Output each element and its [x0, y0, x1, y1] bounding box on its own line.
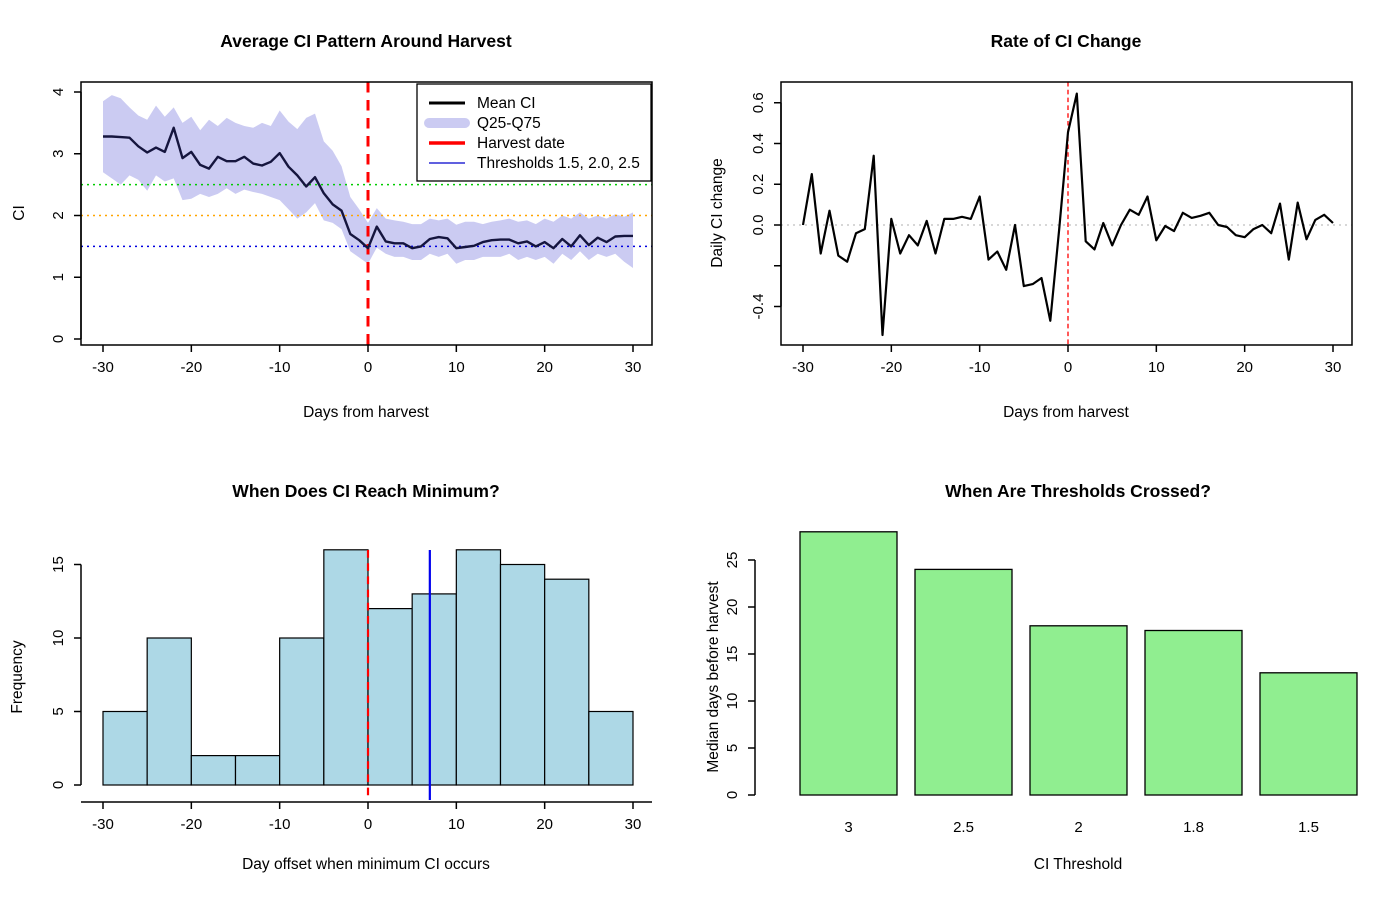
x-tick-label: 20: [1236, 359, 1253, 376]
histogram-bar: [411, 593, 457, 786]
y-tick-label: 5: [50, 707, 67, 715]
y-tick-label: 3: [50, 150, 67, 158]
histogram-bar: [146, 637, 192, 786]
legend: Mean CI Q25-Q75 Harvest date Thresholds 1.5…: [416, 83, 652, 182]
y-tick-label: 0: [724, 791, 741, 799]
y-axis-label: Median days before harvest: [705, 581, 722, 773]
x-tick-label: -10: [969, 359, 991, 376]
x-tick-label: 20: [536, 816, 553, 833]
y-axis-label: CI: [11, 205, 28, 221]
y-axis-label: Daily CI change: [709, 158, 726, 267]
x-tick-label: 10: [448, 359, 465, 376]
x-axis-label: Days from harvest: [303, 404, 429, 421]
x-tick-label: 30: [1325, 359, 1342, 376]
x-tick-label: -30: [92, 816, 114, 833]
threshold-bar: [914, 568, 1013, 796]
x-tick-label: 0: [364, 816, 372, 833]
category-label: 1.5: [1298, 819, 1319, 836]
category-label: 3: [844, 819, 852, 836]
histogram-bar: [279, 637, 325, 786]
y-axis-label: Frequency: [9, 640, 26, 713]
x-tick-label: 20: [536, 359, 553, 376]
histogram-bar: [499, 563, 546, 786]
x-tick-label: 30: [625, 816, 642, 833]
x-tick-label: -20: [880, 359, 902, 376]
y-tick-label: 0: [50, 335, 67, 343]
y-tick-label: 0.0: [750, 215, 767, 236]
chart-title: Average CI Pattern Around Harvest: [220, 31, 512, 51]
x-tick-label: -10: [269, 816, 291, 833]
panel-rate-of-ci-change: Rate of CI Change Days from harvest Dail…: [709, 31, 1353, 421]
mean-ci-line: [103, 126, 633, 250]
threshold-bar: [1144, 629, 1243, 796]
histogram-bar: [234, 755, 281, 786]
x-tick-label: 30: [625, 359, 642, 376]
y-tick-label: 25: [724, 552, 741, 569]
histogram-bar: [544, 578, 590, 786]
x-tick-label: -30: [792, 359, 814, 376]
y-tick-label: 5: [724, 744, 741, 752]
x-axis-label: Days from harvest: [1003, 404, 1129, 421]
histogram-bar: [323, 549, 369, 786]
x-tick-label: -20: [180, 359, 202, 376]
y-tick-label: 2: [50, 211, 67, 219]
category-label: 2: [1074, 819, 1082, 836]
panel-threshold-crossing: When Are Thresholds Crossed? CI Threshol…: [705, 481, 1358, 873]
histogram-bar: [455, 549, 502, 786]
x-axis-label: CI Threshold: [1034, 856, 1122, 873]
q25-q75-band: [103, 95, 633, 268]
y-tick-label: 1: [50, 273, 67, 281]
category-label: 1.8: [1183, 819, 1204, 836]
y-tick-label: -0.4: [750, 294, 767, 320]
y-tick-label: 10: [724, 693, 741, 710]
daily-change-line: [801, 92, 1334, 337]
histogram-bar: [588, 710, 634, 786]
y-tick-label: 0.4: [750, 133, 767, 154]
y-tick-label: 0.6: [750, 92, 767, 113]
histogram-bar: [102, 710, 148, 786]
y-tick-label: 0.2: [750, 174, 767, 195]
legend-entry-label: Q25-Q75: [477, 115, 541, 132]
chart-title: When Are Thresholds Crossed?: [945, 481, 1211, 501]
panel-min-ci-histogram: When Does CI Reach Minimum? Day offset w…: [9, 481, 652, 873]
x-tick-label: 0: [364, 359, 372, 376]
histogram-bar: [367, 608, 413, 786]
panel-avg-ci-pattern: Average CI Pattern Around Harvest Days f…: [11, 31, 653, 421]
x-tick-label: -10: [269, 359, 291, 376]
legend-box: [416, 83, 652, 182]
chart-title: Rate of CI Change: [991, 31, 1142, 51]
legend-entry-label: Thresholds 1.5, 2.0, 2.5: [477, 155, 640, 172]
threshold-bar: [1259, 672, 1358, 796]
x-tick-label: -30: [92, 359, 114, 376]
y-tick-label: 4: [50, 88, 67, 96]
x-tick-label: -20: [180, 816, 202, 833]
legend-entry-label: Mean CI: [477, 95, 536, 112]
x-tick-label: 0: [1064, 359, 1072, 376]
y-tick-label: 10: [50, 630, 67, 647]
chart-title: When Does CI Reach Minimum?: [232, 481, 499, 501]
y-tick-label: 15: [50, 556, 67, 573]
y-tick-label: 20: [724, 599, 741, 616]
histogram-bar: [190, 755, 237, 786]
x-tick-label: 10: [448, 816, 465, 833]
category-label: 2.5: [953, 819, 974, 836]
y-tick-label: 0: [50, 781, 67, 789]
threshold-bar: [1029, 625, 1128, 796]
x-axis-label: Day offset when minimum CI occurs: [242, 856, 490, 873]
threshold-bar: [799, 531, 898, 796]
y-tick-label: 15: [724, 646, 741, 663]
x-tick-label: 10: [1148, 359, 1165, 376]
legend-entry-label: Harvest date: [477, 135, 565, 152]
